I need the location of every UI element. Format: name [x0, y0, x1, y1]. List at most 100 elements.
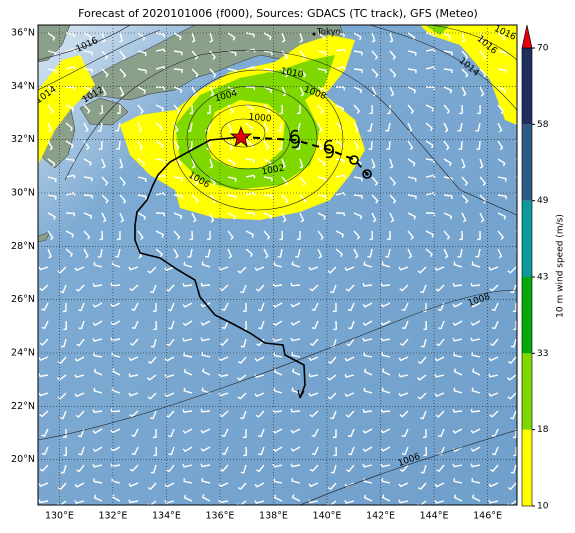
wind-barb	[191, 176, 199, 186]
wind-barb	[317, 158, 326, 167]
wind-barb	[63, 446, 68, 457]
wind-barb	[333, 320, 338, 331]
wind-barb	[263, 32, 272, 41]
wind-barb	[335, 230, 345, 238]
wind-barb	[371, 86, 377, 97]
wind-barb	[368, 140, 373, 150]
wind-barb	[116, 140, 121, 150]
wind-barb	[227, 194, 237, 200]
wind-barb	[291, 478, 301, 484]
wind-barb	[353, 176, 363, 182]
wind-barb	[245, 104, 255, 112]
wind-barb	[335, 248, 344, 258]
wind-barb	[311, 446, 319, 456]
wind-barb	[182, 446, 193, 453]
wind-barb	[344, 266, 355, 271]
wind-barb	[290, 408, 301, 413]
wind-barb	[236, 374, 247, 381]
wind-barb	[290, 302, 301, 308]
wind-barb	[309, 284, 319, 292]
wind-barb	[129, 284, 139, 292]
wind-barb	[245, 230, 255, 238]
wind-barb	[488, 266, 499, 271]
wind-barb	[281, 194, 289, 204]
wind-barb	[187, 122, 193, 132]
wind-barb	[347, 428, 355, 438]
wind-barb	[137, 176, 147, 182]
wind-barb	[128, 482, 139, 487]
wind-barb	[221, 320, 229, 330]
wind-barb	[137, 122, 143, 133]
wind-barb	[335, 191, 346, 196]
wind-barb	[425, 65, 436, 70]
wind-barb	[362, 302, 373, 308]
wind-barb	[47, 68, 57, 74]
wind-barb	[263, 248, 269, 259]
colorbar-segment	[522, 277, 532, 354]
wind-barb	[65, 65, 76, 70]
wind-barb	[380, 282, 391, 287]
wind-barb	[47, 50, 57, 57]
wind-barb	[363, 387, 373, 394]
wind-barb	[243, 446, 248, 457]
wind-barb	[470, 320, 481, 326]
colorbar-label: 10 m wind speed (m/s)	[556, 214, 566, 318]
wind-barb	[128, 373, 139, 378]
wind-barb	[417, 482, 427, 490]
wind-barb	[173, 194, 183, 199]
wind-barb	[389, 32, 394, 43]
wind-barb	[47, 104, 54, 115]
wind-barb	[335, 212, 346, 217]
wind-barb	[461, 32, 466, 43]
wind-barb	[401, 302, 409, 312]
wind-barb	[381, 494, 391, 502]
wind-barb	[240, 464, 247, 474]
wind-barb	[326, 374, 337, 381]
wind-barb	[273, 261, 283, 268]
wind-barb	[507, 266, 517, 274]
lat-tick-label: 26°N	[11, 294, 35, 305]
wind-barb	[461, 158, 466, 169]
wind-barb	[389, 68, 397, 78]
wind-barb	[346, 464, 355, 473]
wind-barb	[111, 477, 121, 484]
wind-barb	[452, 408, 463, 413]
wind-barb	[191, 158, 196, 169]
wind-barb	[83, 194, 93, 199]
wind-barb	[201, 261, 211, 268]
wind-barb	[453, 494, 463, 502]
wind-barb	[335, 174, 346, 179]
isobar	[429, 25, 517, 61]
forecast-track	[240, 136, 368, 175]
past-track	[134, 136, 306, 399]
wind-barb	[92, 446, 103, 453]
wind-barb	[115, 248, 121, 258]
wind-barb	[353, 212, 363, 220]
wind-barb	[443, 122, 449, 133]
lon-tick-label: 130°E	[45, 511, 74, 522]
wind-barb	[173, 212, 183, 220]
wind-barb	[407, 68, 417, 74]
wind-barb	[416, 500, 427, 505]
wind-barb	[137, 104, 144, 114]
wind-barb	[291, 352, 301, 358]
wind-barb	[147, 266, 157, 274]
wind-barb	[371, 68, 379, 78]
wind-barb	[452, 282, 463, 287]
wind-barb	[389, 158, 394, 169]
wind-barb	[386, 230, 391, 241]
wind-barb	[173, 122, 179, 133]
wind-barb	[477, 104, 481, 115]
wind-barb	[299, 194, 307, 204]
wind-barb	[488, 392, 499, 397]
wind-barb	[461, 68, 469, 78]
wind-barb	[317, 86, 327, 94]
wind-barb	[245, 32, 255, 38]
wind-barb	[443, 158, 452, 167]
wind-barb	[335, 158, 345, 164]
wind-barb	[401, 446, 409, 456]
wind-barb	[111, 352, 121, 358]
wind-barb	[155, 104, 165, 112]
wind-barb	[385, 248, 391, 258]
wind-barb	[308, 499, 319, 504]
